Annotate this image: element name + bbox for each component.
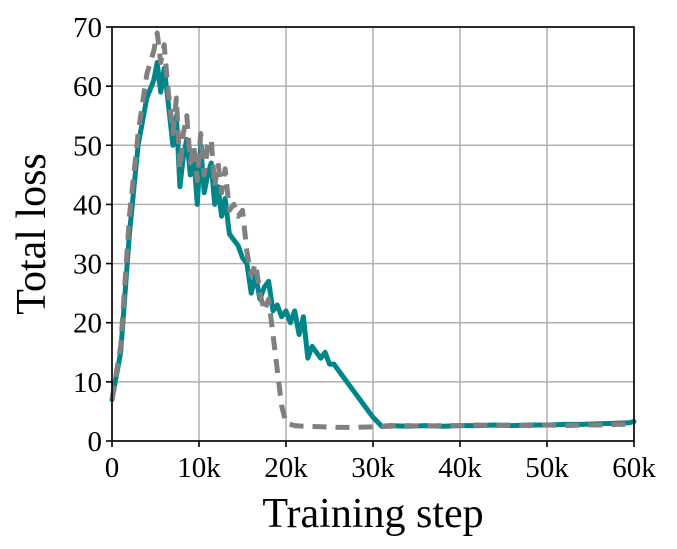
- series-layer: [109, 30, 637, 430]
- y-tick-label: 40: [73, 189, 102, 221]
- x-tick-label: 30k: [351, 452, 395, 484]
- x-tick-label: 50k: [525, 452, 569, 484]
- grid: [111, 26, 635, 442]
- x-tick-label: 10k: [177, 452, 221, 484]
- y-tick-label: 50: [73, 130, 102, 162]
- y-tick-label: 60: [73, 71, 102, 103]
- ticks: 0 10k 20k 30k 40k 50k 60k 0 10 20 30 40 50 60 70: [73, 12, 656, 484]
- y-tick-label: 30: [73, 249, 102, 281]
- x-tick-label: 60k: [612, 452, 656, 484]
- dashed-series-line: [109, 30, 634, 430]
- x-tick-label: 0: [105, 452, 120, 484]
- x-tick-label: 40k: [438, 452, 482, 484]
- x-axis-label: Training step: [262, 491, 483, 537]
- y-axis-label: Total loss: [9, 153, 55, 315]
- y-tick-label: 0: [88, 426, 103, 458]
- y-tick-label: 70: [73, 12, 102, 44]
- y-tick-label: 20: [73, 308, 102, 340]
- y-tick-label: 10: [73, 367, 102, 399]
- x-tick-label: 20k: [264, 452, 308, 484]
- solid-series-line: [109, 60, 637, 429]
